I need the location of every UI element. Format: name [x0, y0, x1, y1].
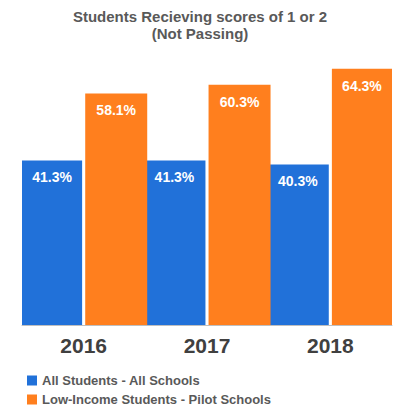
svg-text:2017: 2017 [184, 334, 231, 357]
svg-text:Students Recieving scores of 1: Students Recieving scores of 1 or 2 [73, 8, 327, 25]
svg-text:2016: 2016 [60, 334, 107, 357]
svg-text:64.3%: 64.3% [342, 78, 382, 94]
svg-text:41.3%: 41.3% [32, 169, 72, 185]
svg-text:40.3%: 40.3% [278, 173, 318, 189]
svg-text:2018: 2018 [307, 334, 354, 357]
svg-text:58.1%: 58.1% [96, 102, 136, 118]
svg-text:Low-Income Students - Pilot Sc: Low-Income Students - Pilot Schools [42, 392, 271, 407]
svg-text:(Not Passing): (Not Passing) [152, 25, 249, 42]
svg-text:41.3%: 41.3% [155, 169, 195, 185]
svg-text:60.3%: 60.3% [220, 94, 260, 110]
svg-text:All Students - All Schools: All Students - All Schools [42, 373, 200, 388]
